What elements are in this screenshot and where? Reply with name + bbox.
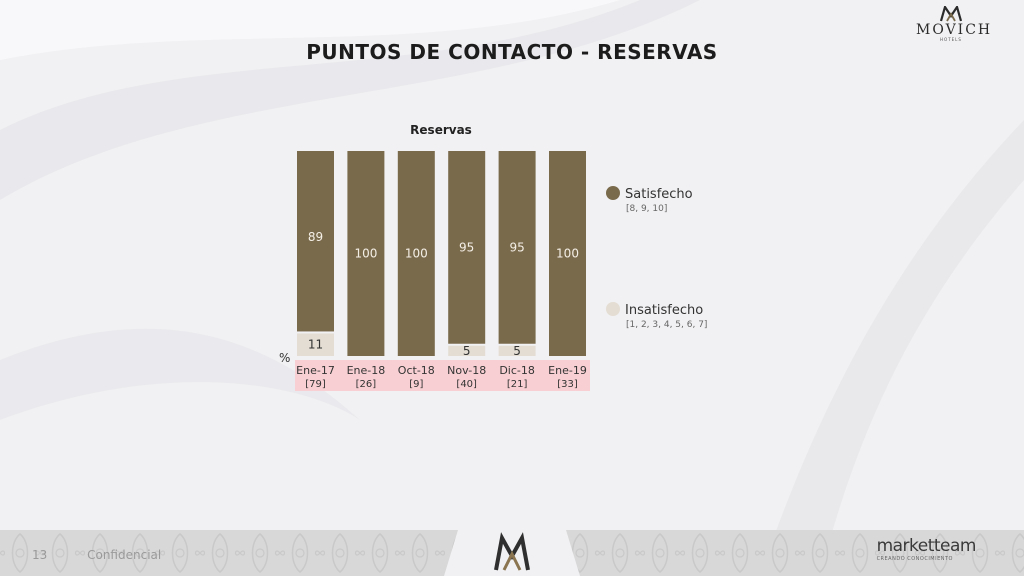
- category-label: Dic-18: [499, 364, 535, 377]
- page-number: 13: [32, 548, 48, 562]
- bar-insatisfecho: [297, 333, 334, 356]
- legend: Satisfecho [8, 9, 10] Insatisfecho [1, 2, 3…: [606, 186, 707, 330]
- value-label-satisfecho: 100: [405, 247, 428, 261]
- bar-insatisfecho: [498, 345, 536, 356]
- category-label: Nov-18: [447, 364, 486, 377]
- bar-satisfecho: [397, 151, 435, 356]
- legend-swatch: [606, 186, 620, 200]
- footer: 13 Confidencial marketteam CREANDO CONOC…: [0, 530, 1024, 576]
- category-base-label: [21]: [507, 379, 528, 390]
- value-label-satisfecho: 95: [459, 240, 474, 254]
- category-label: Ene-19: [548, 364, 587, 377]
- value-labels-group: 11 89 100 100 5 95 5 95 100: [308, 230, 579, 358]
- value-label-satisfecho: 100: [354, 247, 377, 261]
- category-label: Ene-17: [296, 364, 335, 377]
- footer-left: 13 Confidencial: [32, 548, 161, 562]
- value-label-satisfecho: 95: [509, 240, 524, 254]
- legend-sublabel: [1, 2, 3, 4, 5, 6, 7]: [626, 320, 707, 330]
- marketteam-tagline: CREANDO CONOCIMIENTO: [876, 556, 953, 562]
- legend-swatch: [606, 302, 620, 316]
- bar-satisfecho: [448, 151, 486, 344]
- bar-satisfecho: [498, 151, 536, 344]
- logo-subword: HOTELS: [940, 37, 962, 42]
- value-label-satisfecho: 100: [556, 247, 579, 261]
- page-title: PUNTOS DE CONTACTO - RESERVAS: [306, 40, 718, 64]
- legend-sublabel: [8, 9, 10]: [626, 204, 667, 214]
- movich-logo-icon: [940, 6, 962, 22]
- footer-logo-tab: [444, 530, 580, 576]
- value-label-insatisfecho: 11: [308, 338, 323, 352]
- marketteam-wordmark: marketteam: [876, 536, 977, 556]
- category-base-label: [26]: [356, 379, 377, 390]
- bar-satisfecho: [297, 151, 334, 332]
- legend-label: Satisfecho: [625, 187, 693, 202]
- bar-insatisfecho: [448, 345, 486, 356]
- legend-label: Insatisfecho: [625, 303, 703, 318]
- bar-satisfecho: [549, 151, 586, 356]
- value-label-insatisfecho: 5: [513, 344, 521, 358]
- movich-logo: MOVICH HOTELS: [916, 6, 993, 42]
- bars-group: [297, 151, 586, 356]
- marketteam-logo: marketteam CREANDO CONOCIMIENTO: [876, 536, 977, 562]
- value-label-insatisfecho: 5: [463, 344, 471, 358]
- unit-label: %: [279, 351, 290, 365]
- footer-logo-icon: [494, 532, 530, 571]
- bar-satisfecho: [347, 151, 385, 356]
- category-base-label: [33]: [557, 379, 578, 390]
- category-base-label: [40]: [456, 379, 477, 390]
- category-labels-group: Ene-17 [79] Ene-18 [26] Oct-18 [9] Nov-18 [40] D…: [296, 364, 587, 390]
- confidential-label: Confidencial: [87, 548, 162, 562]
- logo-word: MOVICH: [916, 22, 993, 38]
- category-base-label: [9]: [409, 379, 423, 390]
- category-label: Ene-18: [347, 364, 386, 377]
- category-band: [295, 360, 590, 391]
- value-label-satisfecho: 89: [308, 230, 323, 244]
- category-base-label: [79]: [305, 379, 326, 390]
- category-label: Oct-18: [398, 364, 435, 377]
- chart-title: Reservas: [410, 123, 472, 137]
